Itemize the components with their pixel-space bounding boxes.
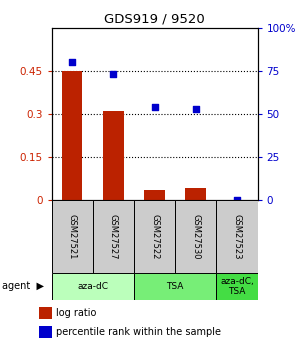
Text: GSM27521: GSM27521 [68,214,77,259]
Bar [175,200,216,273]
Text: GSM27527: GSM27527 [109,214,118,259]
Text: GSM27530: GSM27530 [191,214,200,259]
Bar [216,200,258,273]
Text: aza-dC: aza-dC [77,282,108,291]
Bar [38,326,52,337]
Text: aza-dC,
TSA: aza-dC, TSA [220,277,254,296]
Bar [134,200,175,273]
Bar [134,273,216,300]
Point [152,104,157,110]
Point [111,71,116,77]
Text: TSA: TSA [166,282,184,291]
Bar [52,200,93,273]
Text: log ratio: log ratio [56,308,97,318]
Bar [93,200,134,273]
Bar [52,273,134,300]
Text: GSM27522: GSM27522 [150,214,159,259]
Point [193,106,198,111]
Bar [103,111,124,200]
Bar [185,188,206,200]
Bar [216,273,258,300]
Bar [38,307,52,318]
Point [235,197,239,203]
Text: percentile rank within the sample: percentile rank within the sample [56,327,221,337]
Point [70,59,75,65]
Title: GDS919 / 9520: GDS919 / 9520 [104,12,205,25]
Bar [144,190,165,200]
Text: agent  ▶: agent ▶ [2,282,44,291]
Text: GSM27523: GSM27523 [232,214,241,259]
Bar [62,71,82,200]
